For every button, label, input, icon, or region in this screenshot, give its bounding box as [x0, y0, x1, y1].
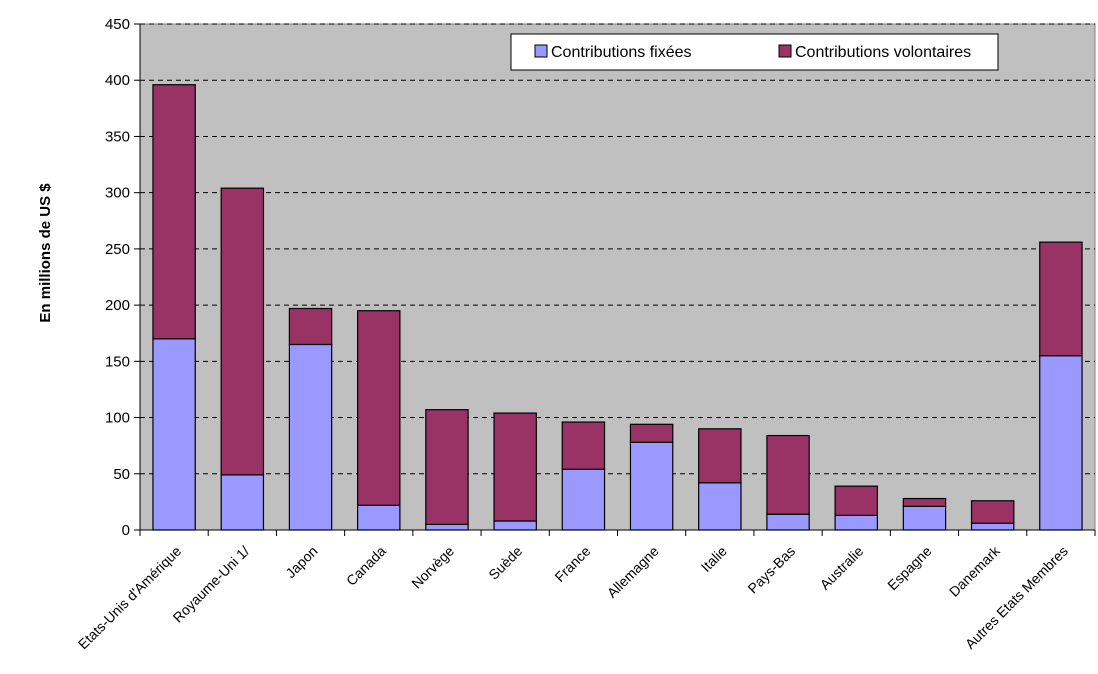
bar-voluntary-1 — [220, 187, 265, 476]
y-axis: 0 50 100 150 200 250 300 350 400 450 — [105, 16, 141, 539]
y-tick-label: 150 — [105, 353, 130, 370]
bar-fixed-10 — [834, 514, 878, 531]
bar-voluntary-12 — [970, 500, 1015, 524]
bar-fixed-11 — [902, 505, 947, 531]
bar-fixed-8 — [698, 482, 742, 531]
plot-background — [139, 23, 1096, 531]
y-tick-label: 400 — [105, 72, 130, 89]
legend-entry: Contributions volontaires — [795, 44, 971, 61]
bar-voluntary-6 — [561, 421, 606, 470]
x-category-label: Suède — [485, 543, 525, 583]
x-category-label: Danemark — [946, 542, 1004, 600]
bar-voluntary-0 — [152, 84, 196, 340]
legend: Contributions fixées Contributions volont… — [510, 33, 999, 71]
legend-box — [510, 33, 999, 71]
y-tick-label: 100 — [105, 410, 130, 427]
plot-area — [139, 23, 1096, 531]
bar-fixed-0 — [152, 338, 196, 531]
legend-entry: Contributions fixées — [551, 44, 692, 61]
y-tick-label: 250 — [105, 241, 130, 258]
bar-fixed-7 — [629, 441, 674, 531]
bar-fixed-3 — [357, 504, 401, 531]
y-axis-label: En millions de US $ — [37, 183, 54, 323]
bar-fixed-5 — [493, 520, 537, 531]
x-category-label: Italie — [698, 543, 730, 575]
bar-fixed-9 — [766, 513, 810, 531]
bar-fixed-6 — [561, 468, 606, 531]
x-category-label: Allemagne — [604, 543, 662, 601]
bar-fixed-1 — [220, 474, 265, 531]
y-tick-label: 200 — [105, 297, 130, 314]
legend-swatch — [534, 44, 548, 58]
x-category-label: Pays-Bas — [744, 543, 798, 597]
bar-voluntary-3 — [357, 310, 401, 506]
bar-voluntary-8 — [698, 428, 742, 484]
y-tick-label: 0 — [122, 522, 130, 539]
x-category-label: Japon — [282, 543, 320, 581]
bar-voluntary-7 — [629, 423, 674, 443]
bar-voluntary-9 — [766, 434, 810, 515]
bars — [152, 84, 1083, 531]
legend-swatch — [778, 44, 792, 58]
bar-voluntary-13 — [1039, 241, 1083, 357]
x-category-label: Australie — [817, 543, 867, 593]
y-tick-label: 450 — [105, 16, 130, 33]
bar-fixed-2 — [288, 343, 333, 531]
bar-voluntary-5 — [493, 412, 537, 522]
bar-fixed-12 — [970, 522, 1015, 531]
x-category-label: Canada — [343, 543, 389, 589]
y-tick-label: 350 — [105, 128, 130, 145]
bar-voluntary-2 — [288, 307, 333, 346]
y-tick-label: 300 — [105, 185, 130, 202]
x-category-label: France — [551, 543, 593, 585]
x-category-label: Espagne — [884, 543, 935, 594]
bar-fixed-13 — [1039, 355, 1083, 531]
bar-voluntary-11 — [902, 497, 947, 507]
x-category-label: Norvège — [408, 543, 457, 592]
bar-voluntary-4 — [425, 409, 469, 525]
y-tick-label: 50 — [113, 466, 130, 483]
bar-fixed-4 — [425, 523, 469, 531]
bar-voluntary-10 — [834, 485, 878, 516]
x-category-label: Etats-Unis d'Amérique — [75, 543, 185, 653]
